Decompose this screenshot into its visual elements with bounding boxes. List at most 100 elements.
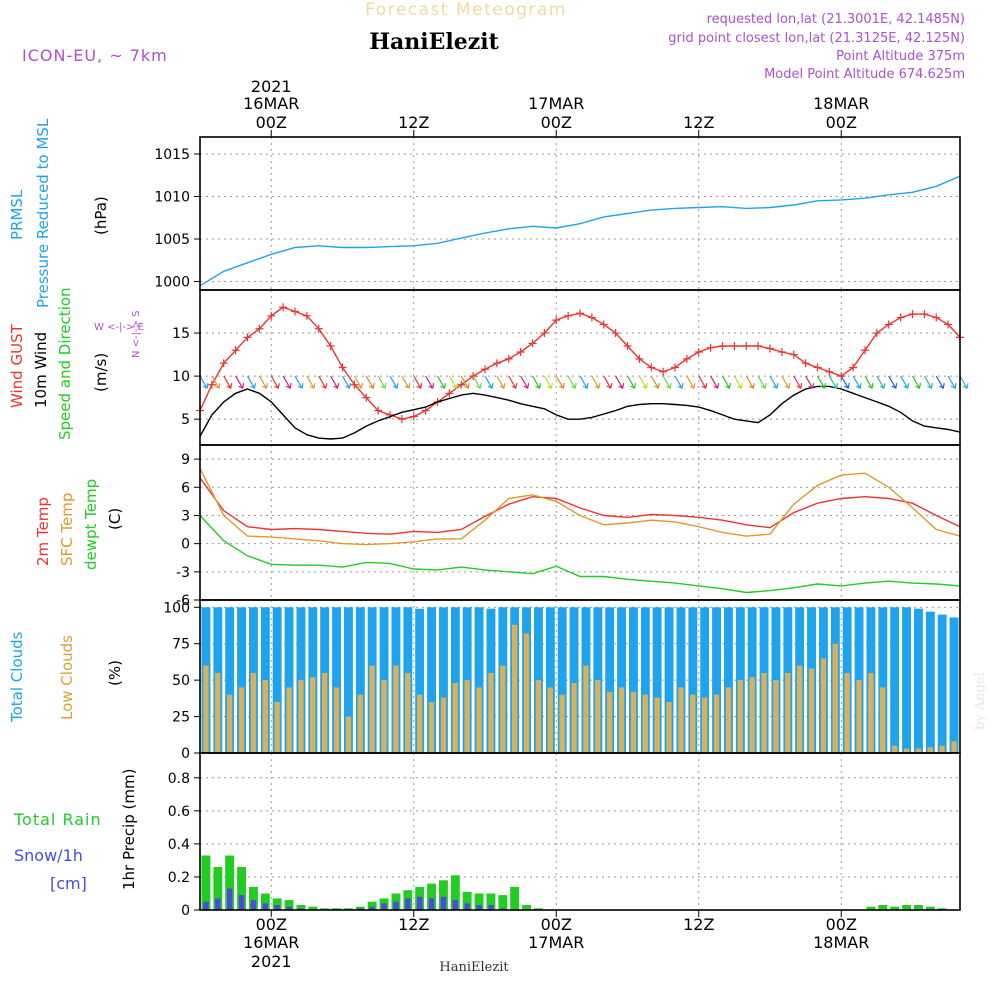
wind-arrow-head	[689, 382, 696, 389]
y-tick-label: 50	[172, 673, 190, 689]
wind-arrow-head	[226, 382, 233, 389]
time-label-bottom: 12Z	[683, 915, 714, 934]
bar-low-clouds	[749, 677, 755, 753]
wind-direction-arrow	[401, 375, 410, 389]
series-line-sfc-temp	[199, 468, 961, 546]
gust-marker	[706, 343, 715, 352]
bar-total-rain	[308, 906, 318, 910]
gust-marker	[326, 341, 335, 350]
gust-marker	[457, 380, 466, 389]
bar-total-clouds	[284, 607, 294, 753]
bar-low-clouds	[797, 665, 803, 753]
bar-low-clouds	[678, 687, 684, 753]
wind-arrow-head	[202, 382, 209, 389]
wind-direction-arrow	[484, 375, 493, 389]
bar-total-clouds	[332, 607, 341, 753]
wind-arrow-head	[630, 382, 637, 389]
wind-arrow-head	[938, 382, 945, 389]
bar-low-clouds	[559, 694, 565, 753]
wind-direction-arrow	[698, 375, 707, 389]
wind-direction-arrow	[626, 375, 636, 389]
wind-direction-arrow	[543, 375, 552, 389]
bar-low-clouds	[892, 745, 898, 753]
wind-direction-arrow	[662, 375, 671, 389]
bar-total-clouds	[925, 611, 935, 753]
bar-total-rain	[344, 908, 353, 910]
wind-direction-arrow	[448, 375, 457, 389]
chart-panels: 100010051010101551015-6-3036902550751000…	[154, 136, 969, 919]
y-tick-label: 75	[172, 637, 190, 653]
gust-marker	[564, 311, 573, 320]
y-tick-label: 1010	[154, 190, 190, 206]
day-label-bottom: 16MAR	[243, 933, 299, 952]
wind-arrow-head	[927, 382, 933, 389]
gust-marker	[291, 307, 299, 316]
bar-snow-1h	[417, 896, 423, 910]
bar-total-rain	[534, 908, 543, 910]
gust-marker	[374, 406, 383, 415]
pressure-unit: (hPa)	[92, 196, 110, 235]
bar-low-clouds	[939, 745, 945, 753]
y-tick-label: 0	[181, 746, 190, 762]
low-clouds-label: Low Clouds	[58, 635, 76, 720]
time-label-top: 00Z	[541, 113, 572, 132]
wind-arrow-head	[582, 382, 589, 389]
wind-direction-arrow	[900, 375, 909, 389]
gust-label: Wind GUST	[8, 323, 26, 408]
bar-snow-1h	[227, 888, 233, 910]
location-title: HaniElezit	[369, 29, 499, 55]
gust-marker	[694, 348, 703, 356]
panel-precipitation: 0 0.2 0.4 0.6 0.8	[168, 752, 961, 919]
bar-low-clouds	[417, 694, 423, 753]
bar-total-rain	[937, 908, 947, 910]
bar-total-rain	[320, 908, 330, 910]
wind-arrow-head	[725, 382, 732, 389]
wind-arrow-head	[297, 382, 304, 389]
gust-marker	[659, 367, 668, 376]
bar-total-clouds	[617, 607, 626, 753]
bar-total-clouds	[664, 607, 674, 753]
bar-total-clouds	[676, 607, 686, 753]
dewpt-label: dewpt Temp	[82, 479, 100, 570]
gust-marker	[421, 406, 430, 415]
y-tick-label: 10	[172, 369, 190, 385]
time-label-bottom: 12Z	[398, 915, 429, 934]
bar-low-clouds	[713, 694, 720, 753]
bar-total-clouds	[605, 607, 615, 753]
bar-snow-1h	[298, 908, 304, 910]
gust-marker	[362, 393, 371, 402]
gust-marker	[302, 311, 311, 320]
panel-frame	[199, 136, 961, 291]
gust-marker	[777, 348, 786, 356]
wind-arrow-head	[380, 382, 387, 389]
requested-coords: requested lon,lat (21.3001E, 42.1485N)	[707, 12, 965, 27]
gust-marker	[718, 341, 727, 350]
bar-low-clouds	[523, 633, 530, 753]
precip-axis-label: 1hr Precip (mm)	[120, 769, 138, 890]
pressure-label-short: PRMSL	[8, 189, 26, 240]
series-line-prmsl	[199, 175, 961, 287]
bar-total-clouds	[225, 607, 235, 753]
wind-arrow-head	[404, 382, 411, 389]
bar-total-rain	[237, 867, 246, 910]
gust-marker	[754, 341, 763, 350]
bar-total-rain	[201, 855, 211, 910]
bar-low-clouds	[250, 672, 257, 753]
bar-total-rain	[284, 900, 294, 910]
wind-direction-arrow	[353, 375, 362, 389]
bar-low-clouds	[369, 665, 375, 753]
gust-marker	[825, 367, 834, 376]
bar-total-rain	[367, 901, 377, 910]
bar-snow-1h	[250, 900, 257, 910]
wind-arrow-head	[262, 382, 268, 389]
wind-direction-arrow	[425, 375, 434, 389]
wind-direction-arrow	[840, 375, 849, 389]
wind-direction-arrow	[603, 375, 612, 389]
wind-arrow-head	[642, 382, 648, 389]
wind-arrow-head	[701, 382, 708, 389]
wind10-label: 10m Wind	[32, 332, 50, 408]
bar-total-rain	[249, 886, 258, 910]
bar-total-rain	[427, 883, 436, 910]
bar-low-clouds	[868, 672, 874, 753]
